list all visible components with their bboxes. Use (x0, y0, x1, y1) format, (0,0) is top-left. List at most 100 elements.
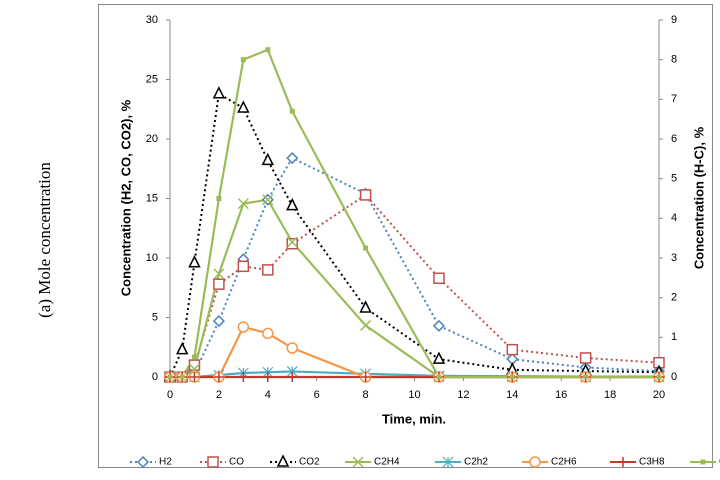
marker-shape (237, 260, 250, 273)
data-point (237, 260, 250, 273)
x-tick-label: 18 (604, 389, 616, 401)
marker-shape (286, 236, 298, 248)
marker-shape (191, 354, 197, 360)
data-point (265, 47, 271, 53)
marker-shape (433, 272, 445, 284)
data-point (359, 189, 372, 201)
marker-shape (176, 341, 189, 355)
y2-tick-label: 8 (671, 54, 677, 66)
marker-shape (261, 152, 275, 166)
marker-shape (216, 196, 222, 201)
data-point (506, 343, 519, 356)
legend-item: C2H4 (345, 456, 400, 468)
data-point (360, 319, 372, 331)
y2-tick-label: 9 (671, 14, 677, 26)
marker-shape (179, 374, 185, 380)
data-point (262, 372, 273, 382)
marker-shape (286, 151, 299, 165)
data-point (262, 194, 274, 206)
data-point (261, 152, 275, 166)
legend-label: C2h2 (464, 457, 488, 468)
y-tick-label: 5 (152, 311, 158, 323)
data-point (179, 374, 185, 380)
marker-shape (509, 374, 515, 380)
data-point (286, 237, 298, 250)
data-point (176, 341, 189, 355)
data-point (363, 245, 369, 251)
marker-shape (213, 268, 225, 280)
data-point (237, 198, 249, 210)
y2-tick-label: 7 (671, 93, 677, 105)
legend-item: C3H8 (610, 457, 665, 468)
y2-tick-label: 2 (671, 292, 677, 304)
x-tick-label: 12 (457, 389, 469, 401)
legend-label: C2H4 (374, 457, 400, 468)
y2-tick-label: 6 (671, 133, 677, 145)
marker-shape (265, 47, 271, 53)
marker-shape (207, 456, 219, 468)
data-point (360, 372, 371, 382)
marker-shape (432, 319, 446, 332)
y2-tick-label: 4 (671, 212, 677, 224)
y2-axis-title: Concentration (H-C), % (691, 126, 706, 269)
y-tick-label: 0 (152, 371, 158, 383)
x-tick-label: 10 (408, 389, 420, 401)
marker-shape (579, 352, 592, 364)
legend-label: CO2 (299, 457, 320, 468)
marker-shape (432, 351, 446, 364)
legend-label: C2H6 (551, 457, 577, 468)
x-tick-label: 4 (265, 389, 271, 401)
data-point (238, 372, 249, 382)
marker-shape (188, 255, 201, 268)
data-point (286, 197, 299, 211)
marker-shape (352, 456, 364, 468)
data-point (509, 374, 515, 380)
marker-shape (583, 374, 589, 380)
legend-item: CO2 (270, 454, 320, 468)
marker-shape (237, 100, 250, 113)
data-point (433, 272, 445, 284)
marker-shape (167, 374, 173, 380)
data-point (656, 374, 662, 380)
marker-shape (237, 198, 249, 210)
data-point (432, 319, 446, 332)
data-point (289, 108, 295, 114)
series-line (169, 92, 660, 378)
marker-shape (237, 321, 250, 333)
marker-shape (240, 57, 246, 63)
y-tick-label: 30 (146, 14, 158, 26)
data-point (286, 151, 299, 165)
data-point (188, 255, 201, 268)
data-point (216, 196, 222, 201)
y-tick-label: 15 (146, 192, 158, 204)
data-point (262, 264, 274, 276)
marker-shape (363, 245, 369, 251)
data-point (212, 315, 225, 328)
marker-shape (286, 197, 299, 211)
marker-shape (212, 86, 226, 99)
x-axis-title: Time, min. (382, 411, 446, 426)
x-tick-label: 2 (216, 389, 222, 401)
marker-shape (286, 237, 298, 250)
marker-shape (700, 459, 706, 465)
data-point (432, 351, 446, 364)
y2-tick-label: 5 (671, 173, 677, 185)
y-axis-title: Concentration (H2, CO, CO2), % (118, 99, 133, 296)
marker-shape (212, 315, 225, 328)
caption: (a) Mole concentration (35, 162, 54, 318)
data-point (286, 236, 298, 248)
marker-shape (262, 194, 274, 206)
x-tick-label: 16 (555, 389, 567, 401)
data-point (262, 327, 274, 340)
data-point (237, 100, 250, 113)
chart-border (98, 4, 713, 468)
x-tick-label: 8 (363, 389, 369, 401)
marker-shape (360, 319, 372, 331)
y2-tick-label: 3 (671, 252, 677, 264)
marker-shape (262, 264, 274, 276)
data-point (583, 374, 589, 380)
marker-shape (289, 108, 295, 114)
data-point (213, 268, 225, 280)
